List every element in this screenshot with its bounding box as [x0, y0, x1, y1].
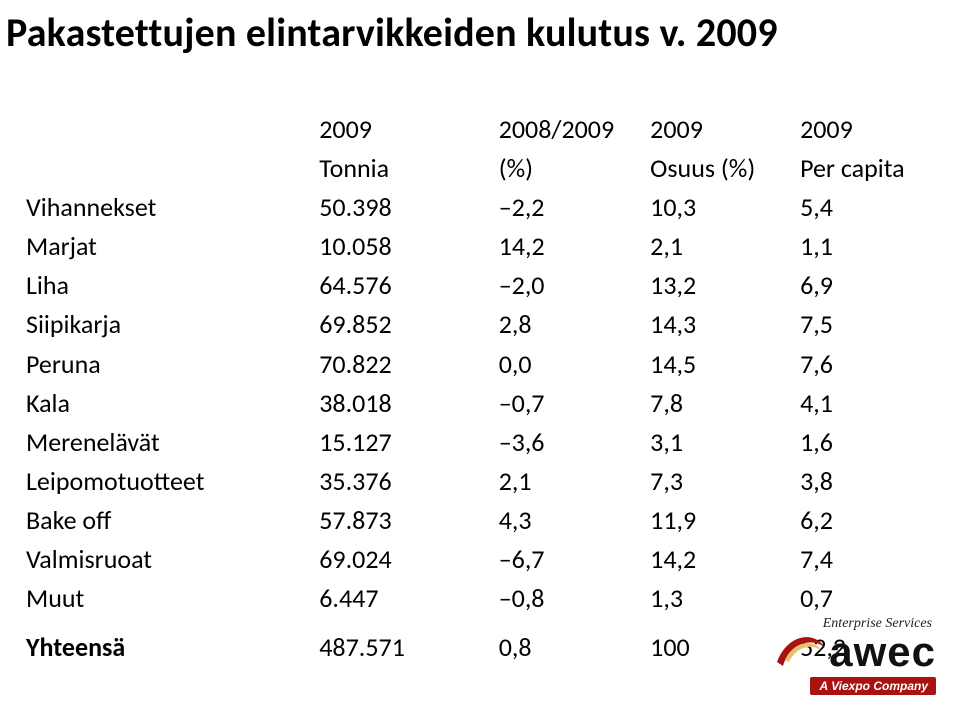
row-share: 14,3	[620, 305, 770, 344]
row-tonnia: 38.018	[289, 384, 468, 423]
row-cap: 5,4	[770, 188, 920, 227]
row-tonnia: 69.852	[289, 305, 468, 344]
row-label: Marjat	[20, 227, 289, 266]
row-pct: 2,1	[469, 462, 620, 501]
logo-subtitle: A Viexpo Company	[810, 677, 936, 695]
col-year-1: 2009	[289, 110, 468, 149]
row-share: 14,2	[620, 540, 770, 579]
col-label-2: (%)	[469, 149, 620, 188]
logo-main: awec	[706, 628, 936, 675]
row-tonnia: 70.822	[289, 345, 468, 384]
row-tonnia: 57.873	[289, 501, 468, 540]
row-cap: 1,1	[770, 227, 920, 266]
table-row: Siipikarja69.8522,814,37,5	[20, 305, 920, 344]
row-share: 2,1	[620, 227, 770, 266]
row-pct: –0,7	[469, 384, 620, 423]
row-pct: 4,3	[469, 501, 620, 540]
col-label-1: Tonnia	[289, 149, 468, 188]
row-pct: –2,2	[469, 188, 620, 227]
row-label: Liha	[20, 266, 289, 305]
row-pct: 0,8	[469, 628, 620, 667]
table-row: Bake off57.8734,311,96,2	[20, 501, 920, 540]
col-label-4: Per capita	[770, 149, 920, 188]
table-row: Liha64.576–2,0 13,26,9	[20, 266, 920, 305]
row-pct: –3,6	[469, 423, 620, 462]
row-share: 3,1	[620, 423, 770, 462]
row-label: Vihannekset	[20, 188, 289, 227]
table-row: Marjat10.05814,22,11,1	[20, 227, 920, 266]
table-header-years: 2009 2008/2009 2009 2009	[20, 110, 920, 149]
row-label: Peruna	[20, 345, 289, 384]
data-table-container: 2009 2008/2009 2009 2009 Tonnia (%) Osuu…	[20, 110, 920, 667]
col-year-2: 2008/2009	[469, 110, 620, 149]
col-year-3: 2009	[620, 110, 770, 149]
row-cap: 6,2	[770, 501, 920, 540]
row-label: Merenelävät	[20, 423, 289, 462]
table-row: Kala38.018–0,77,84,1	[20, 384, 920, 423]
row-cap: 1,6	[770, 423, 920, 462]
row-cap: 7,6	[770, 345, 920, 384]
row-share: 14,5	[620, 345, 770, 384]
table-row: Muut6.447–0,81,30,7	[20, 579, 920, 618]
row-pct: –2,0	[469, 266, 620, 305]
row-label: Leipomotuotteet	[20, 462, 289, 501]
row-label: Yhteensä	[20, 628, 289, 667]
swoosh-icon	[775, 628, 827, 675]
row-tonnia: 10.058	[289, 227, 468, 266]
row-cap: 0,7	[770, 579, 920, 618]
row-tonnia: 50.398	[289, 188, 468, 227]
row-tonnia: 64.576	[289, 266, 468, 305]
row-tonnia: 69.024	[289, 540, 468, 579]
row-label: Kala	[20, 384, 289, 423]
row-label: Muut	[20, 579, 289, 618]
row-pct: 2,8	[469, 305, 620, 344]
row-tonnia: 35.376	[289, 462, 468, 501]
row-tonnia: 6.447	[289, 579, 468, 618]
row-pct: 0,0	[469, 345, 620, 384]
table-row: Valmisruoat69.024–6,714,27,4	[20, 540, 920, 579]
row-label: Siipikarja	[20, 305, 289, 344]
row-label: Bake off	[20, 501, 289, 540]
table-row: Vihannekset50.398–2,210,35,4	[20, 188, 920, 227]
row-cap: 3,8	[770, 462, 920, 501]
data-table: 2009 2008/2009 2009 2009 Tonnia (%) Osuu…	[20, 110, 920, 667]
row-share: 1,3	[620, 579, 770, 618]
page-title: Pakastettujen elintarvikkeiden kulutus v…	[6, 8, 778, 57]
table-row: Merenelävät15.127–3,63,1 1,6	[20, 423, 920, 462]
row-share: 11,9	[620, 501, 770, 540]
row-pct: –0,8	[469, 579, 620, 618]
col-year-4: 2009	[770, 110, 920, 149]
row-cap: 7,5	[770, 305, 920, 344]
row-pct: 14,2	[469, 227, 620, 266]
row-share: 13,2	[620, 266, 770, 305]
row-share: 7,3	[620, 462, 770, 501]
table-row: Leipomotuotteet35.3762,17,33,8	[20, 462, 920, 501]
logo-text: awec	[829, 631, 936, 673]
row-cap: 7,4	[770, 540, 920, 579]
company-logo: Enterprise Services awec A Viexpo Compan…	[706, 616, 936, 695]
row-tonnia: 487.571	[289, 628, 468, 667]
table-body: Vihannekset50.398–2,210,35,4Marjat10.058…	[20, 188, 920, 667]
col-label-3: Osuus (%)	[620, 149, 770, 188]
table-header-labels: Tonnia (%) Osuus (%) Per capita	[20, 149, 920, 188]
table-row: Peruna70.8220,014,57,6	[20, 345, 920, 384]
row-pct: –6,7	[469, 540, 620, 579]
row-tonnia: 15.127	[289, 423, 468, 462]
row-label: Valmisruoat	[20, 540, 289, 579]
row-cap: 4,1	[770, 384, 920, 423]
row-share: 7,8	[620, 384, 770, 423]
row-share: 10,3	[620, 188, 770, 227]
row-cap: 6,9	[770, 266, 920, 305]
